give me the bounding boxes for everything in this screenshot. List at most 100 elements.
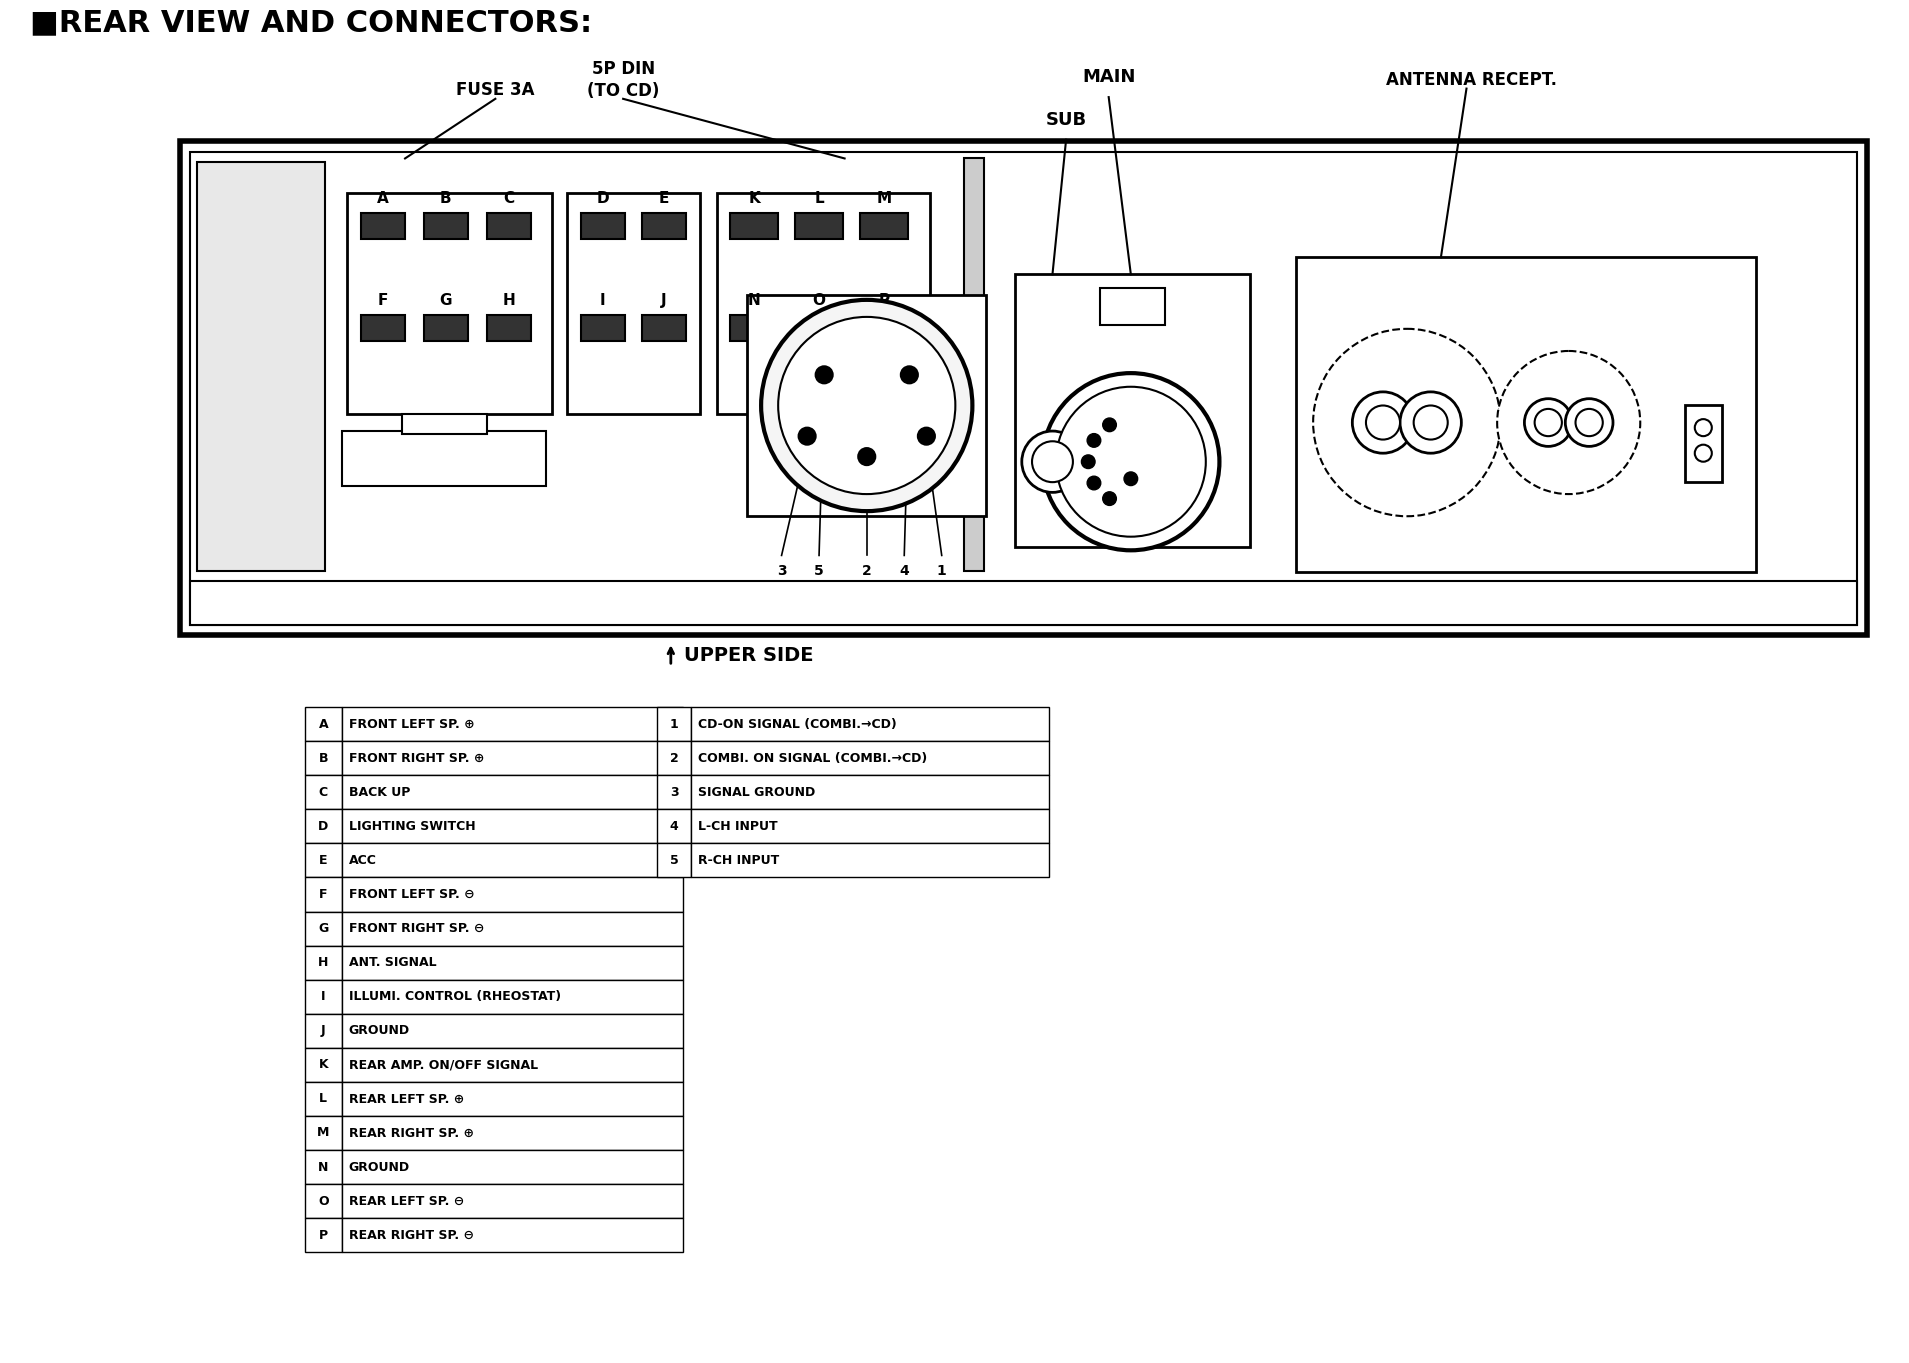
Circle shape — [1313, 328, 1500, 517]
Bar — [1296, 258, 1756, 572]
Bar — [641, 213, 685, 239]
Bar — [305, 741, 342, 776]
Text: N: N — [748, 293, 760, 308]
Circle shape — [1103, 418, 1117, 432]
Circle shape — [1080, 455, 1096, 469]
Bar — [401, 414, 487, 435]
Bar — [305, 1219, 342, 1253]
Circle shape — [1535, 409, 1562, 436]
Text: LIGHTING SWITCH: LIGHTING SWITCH — [349, 819, 475, 833]
Text: O: O — [813, 293, 825, 308]
Text: F: F — [319, 887, 328, 901]
Text: L: L — [815, 191, 825, 206]
Bar — [657, 844, 691, 878]
Text: FRONT RIGHT SP. ⊖: FRONT RIGHT SP. ⊖ — [349, 921, 485, 935]
Circle shape — [1021, 431, 1082, 492]
Bar — [305, 1184, 342, 1219]
Circle shape — [1042, 373, 1220, 551]
Bar — [305, 878, 342, 912]
Bar — [731, 315, 779, 341]
Text: H: H — [319, 955, 328, 969]
Bar — [342, 1048, 683, 1082]
Text: E: E — [319, 853, 328, 867]
Text: REAR RIGHT SP. ⊕: REAR RIGHT SP. ⊕ — [349, 1126, 473, 1139]
Bar — [691, 776, 1050, 810]
Bar — [342, 741, 683, 776]
Bar — [731, 213, 779, 239]
Bar — [641, 315, 685, 341]
Bar — [691, 810, 1050, 844]
Text: GROUND: GROUND — [349, 1024, 410, 1037]
Bar — [1100, 288, 1164, 326]
Bar — [305, 1014, 342, 1048]
Bar — [305, 1048, 342, 1082]
Bar — [191, 581, 1857, 626]
Bar — [305, 844, 342, 878]
Text: I: I — [599, 293, 605, 308]
Text: ACC: ACC — [349, 853, 376, 867]
Bar — [342, 810, 683, 844]
Bar — [796, 213, 844, 239]
Text: 1: 1 — [937, 564, 947, 578]
Circle shape — [779, 318, 954, 495]
Bar — [191, 151, 1857, 626]
Bar — [342, 980, 683, 1014]
Bar — [342, 1184, 683, 1219]
Circle shape — [1103, 492, 1117, 506]
Text: SIGNAL GROUND: SIGNAL GROUND — [699, 785, 815, 799]
Bar — [342, 1014, 683, 1048]
Text: ANT. SIGNAL: ANT. SIGNAL — [349, 955, 437, 969]
Circle shape — [1575, 409, 1604, 436]
Text: O: O — [319, 1194, 328, 1208]
Bar — [305, 946, 342, 980]
Bar — [657, 707, 691, 741]
Circle shape — [1525, 399, 1573, 447]
Bar — [305, 1150, 342, 1184]
Bar — [487, 213, 531, 239]
Text: 2: 2 — [670, 751, 678, 765]
Text: A: A — [319, 717, 328, 731]
Bar — [796, 315, 844, 341]
Text: P: P — [878, 293, 890, 308]
Text: 4: 4 — [899, 564, 909, 578]
Text: K: K — [748, 191, 760, 206]
Text: H: H — [502, 293, 515, 308]
Text: SUB: SUB — [1046, 110, 1086, 128]
Bar — [1016, 274, 1250, 547]
Bar — [347, 192, 552, 414]
Bar — [567, 192, 701, 414]
Bar — [197, 162, 325, 571]
Bar — [424, 213, 468, 239]
Text: E: E — [659, 191, 670, 206]
Text: L: L — [319, 1092, 326, 1105]
Text: 2: 2 — [861, 564, 872, 578]
Bar — [657, 741, 691, 776]
Bar — [305, 810, 342, 844]
Text: REAR LEFT SP. ⊖: REAR LEFT SP. ⊖ — [349, 1194, 464, 1208]
Bar — [657, 776, 691, 810]
Circle shape — [1399, 393, 1462, 454]
Circle shape — [1565, 399, 1613, 447]
Text: J: J — [321, 1024, 326, 1037]
Text: 3: 3 — [777, 564, 787, 578]
Bar — [342, 431, 546, 485]
Text: 5P DIN
(TO CD): 5P DIN (TO CD) — [586, 60, 659, 99]
Bar — [305, 912, 342, 946]
Bar — [305, 1082, 342, 1116]
Bar — [342, 707, 683, 741]
Circle shape — [1056, 387, 1206, 537]
Text: FRONT RIGHT SP. ⊕: FRONT RIGHT SP. ⊕ — [349, 751, 485, 765]
Text: FUSE 3A: FUSE 3A — [456, 80, 535, 99]
Text: L-CH INPUT: L-CH INPUT — [699, 819, 777, 833]
Bar — [342, 878, 683, 912]
Text: N: N — [319, 1160, 328, 1174]
Text: C: C — [319, 785, 328, 799]
Bar — [487, 315, 531, 341]
Text: I: I — [321, 990, 326, 1003]
Bar — [1684, 406, 1722, 483]
Text: 4: 4 — [670, 819, 678, 833]
Text: 5: 5 — [670, 853, 678, 867]
Circle shape — [1086, 476, 1101, 489]
Text: R-CH INPUT: R-CH INPUT — [699, 853, 779, 867]
Bar — [342, 844, 683, 878]
